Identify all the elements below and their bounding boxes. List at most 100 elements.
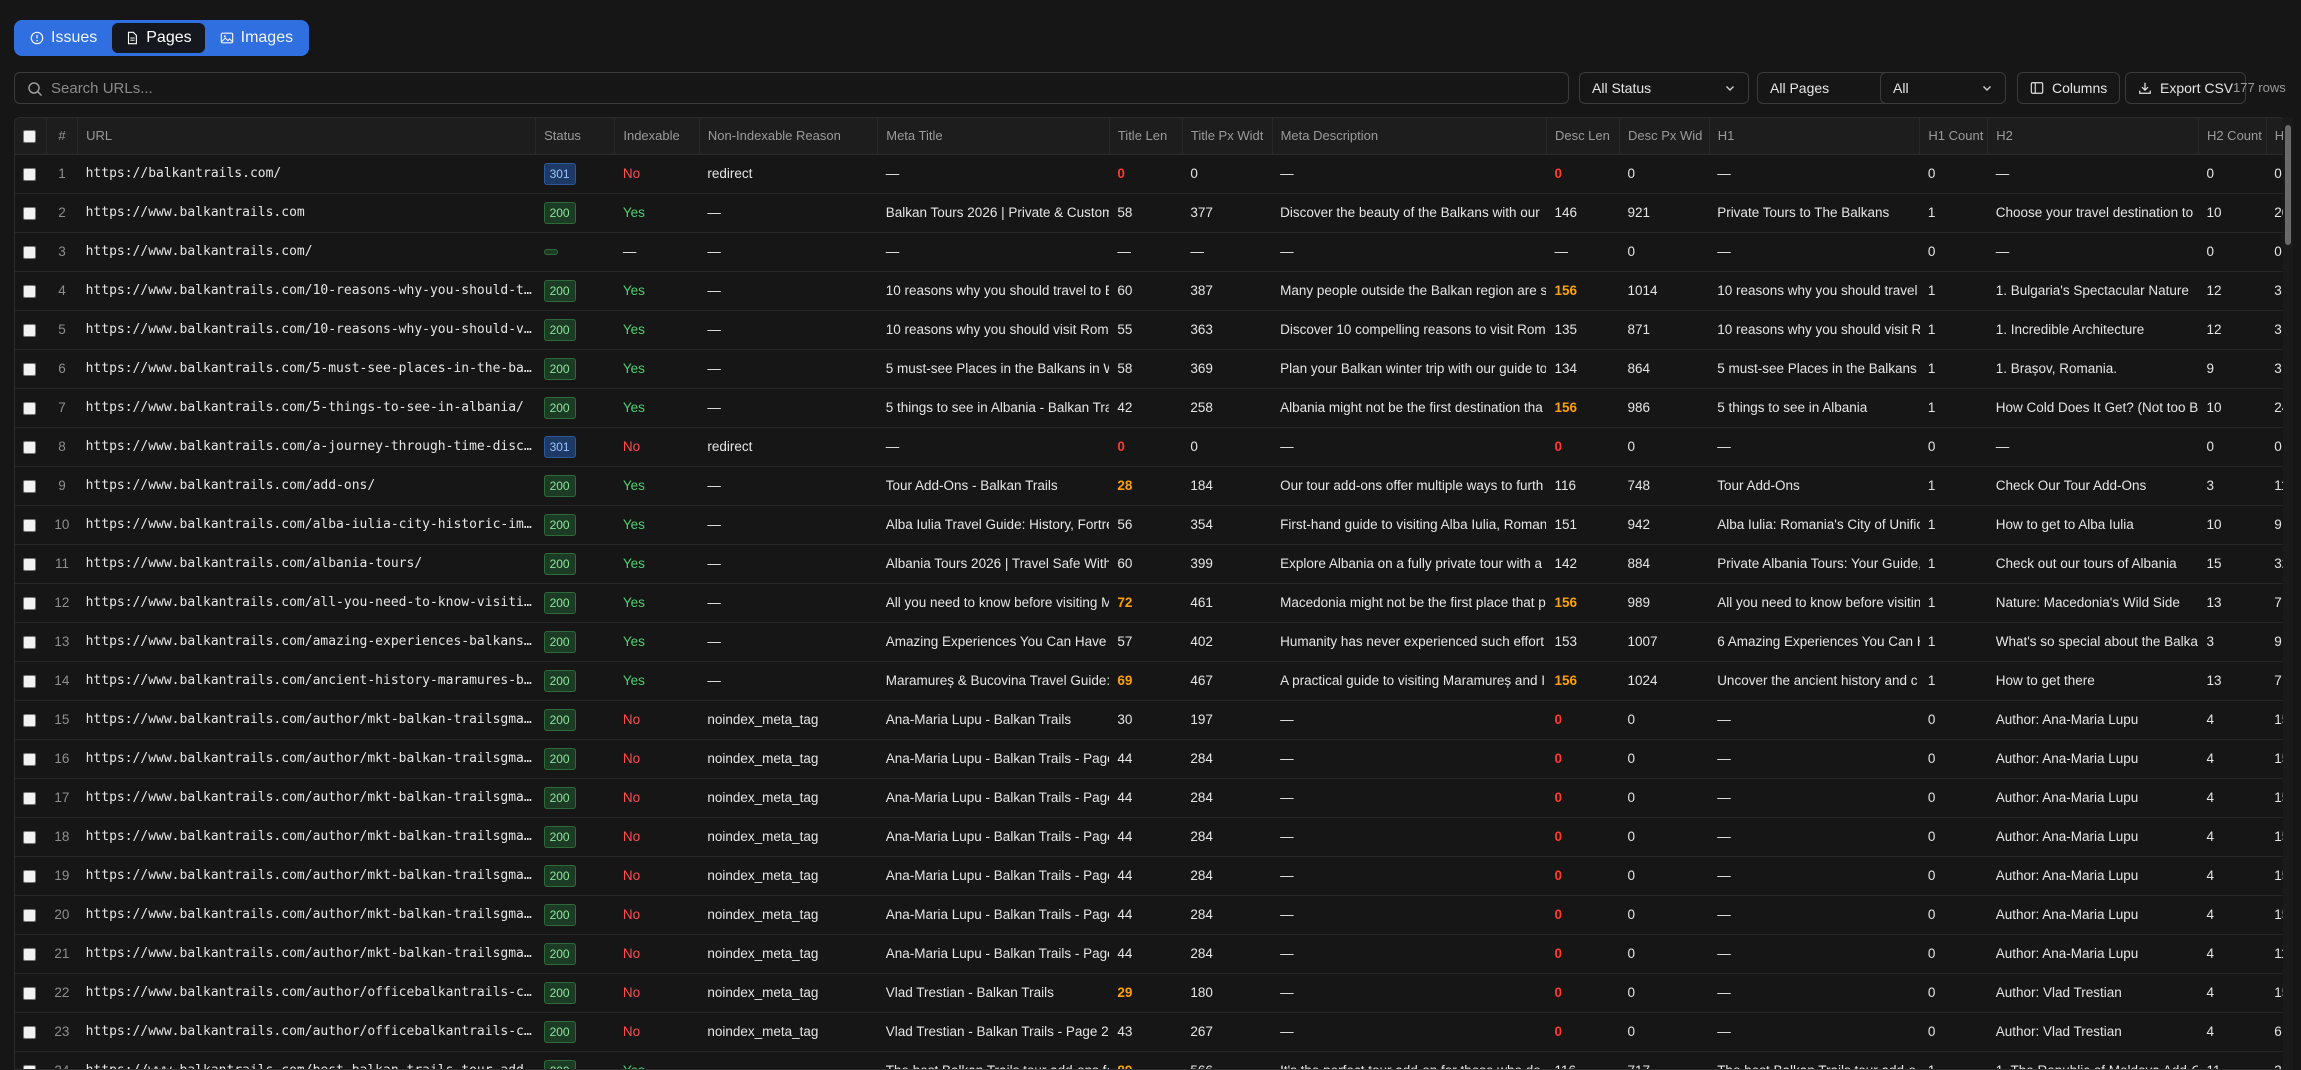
type-filter-select[interactable]: All	[1880, 72, 2006, 104]
url-cell[interactable]: https://www.balkantrails.com/a-journey-t…	[85, 439, 532, 454]
table-row[interactable]: 6 https://www.balkantrails.com/5-must-see…	[15, 349, 2284, 388]
url-cell[interactable]: https://www.balkantrails.com/author/mkt-…	[85, 868, 532, 883]
table-row[interactable]: 11 https://www.balkantrails.com/albania-t…	[15, 544, 2284, 583]
url-cell[interactable]: https://www.balkantrails.com/amazing-exp…	[85, 634, 532, 649]
url-cell[interactable]: https://www.balkantrails.com/10-reasons-…	[85, 322, 532, 337]
url-cell[interactable]: https://www.balkantrails.com/best-balkan…	[78, 1051, 536, 1069]
col-header-status[interactable]: Status	[535, 118, 616, 155]
table-row[interactable]: 19 https://www.balkantrails.com/author/mk…	[15, 856, 2284, 895]
url-cell[interactable]: https://www.balkantrails.com/5-things-to…	[85, 400, 524, 415]
table-row[interactable]: 23 https://www.balkantrails.com/author/of…	[15, 1012, 2284, 1051]
table-row[interactable]: 18 https://www.balkantrails.com/author/mk…	[15, 817, 2284, 856]
row-checkbox[interactable]	[23, 557, 36, 571]
table-row[interactable]: 9 https://www.balkantrails.com/add-ons/20…	[15, 466, 2284, 505]
col-header-url[interactable]: URL	[77, 118, 537, 155]
row-checkbox[interactable]	[23, 908, 36, 922]
col-header-h3-count[interactable]: H3 Count	[2266, 118, 2284, 155]
row-checkbox[interactable]	[23, 362, 36, 376]
select-all-checkbox[interactable]	[23, 130, 36, 144]
url-cell[interactable]: https://www.balkantrails.com/author/mkt-…	[85, 829, 532, 844]
table-row[interactable]: 21 https://www.balkantrails.com/author/mk…	[15, 934, 2284, 973]
col-header-indexable[interactable]: Indexable	[614, 118, 700, 155]
table-row[interactable]: 17 https://www.balkantrails.com/author/mk…	[15, 778, 2284, 817]
table-row[interactable]: 14 https://www.balkantrails.com/ancient-h…	[15, 661, 2284, 700]
table-row[interactable]: 4 https://www.balkantrails.com/10-reasons…	[15, 271, 2284, 310]
col-header-h1-count[interactable]: H1 Count	[1919, 118, 1989, 155]
row-checkbox[interactable]	[23, 635, 36, 649]
row-checkbox[interactable]	[23, 752, 36, 766]
url-cell[interactable]: https://www.balkantrails.com/5-must-see-…	[85, 361, 532, 376]
col-header-title-px[interactable]: Title Px Widt	[1182, 118, 1273, 155]
row-checkbox[interactable]	[23, 284, 36, 298]
col-header-title-len[interactable]: Title Len	[1109, 118, 1183, 155]
col-header-meta-desc[interactable]: Meta Description	[1272, 118, 1547, 155]
row-checkbox[interactable]	[23, 206, 36, 220]
row-checkbox[interactable]	[23, 245, 36, 259]
col-header-reason[interactable]: Non-Indexable Reason	[699, 118, 879, 155]
row-checkbox[interactable]	[23, 401, 36, 415]
row-checkbox[interactable]	[23, 713, 36, 727]
h1-count-cell: 0	[1927, 244, 1936, 259]
url-cell[interactable]: https://www.balkantrails.com/10-reasons-…	[85, 283, 532, 298]
row-checkbox[interactable]	[23, 830, 36, 844]
url-cell[interactable]: https://www.balkantrails.com/	[85, 244, 313, 259]
row-checkbox[interactable]	[23, 947, 36, 961]
url-cell[interactable]: https://balkantrails.com/	[85, 166, 282, 181]
table-row[interactable]: 1 https://balkantrails.com/301 No redirect —…	[15, 154, 2284, 193]
url-cell[interactable]: https://www.balkantrails.com/ancient-his…	[85, 673, 532, 688]
url-cell[interactable]: https://www.balkantrails.com/all-you-nee…	[85, 595, 532, 610]
row-checkbox[interactable]	[23, 1064, 36, 1069]
table-row[interactable]: 7 https://www.balkantrails.com/5-things-t…	[15, 388, 2284, 427]
search-input[interactable]	[51, 73, 1568, 103]
url-cell[interactable]: https://www.balkantrails.com/author/mkt-…	[85, 712, 532, 727]
row-checkbox[interactable]	[23, 440, 36, 454]
table-row[interactable]: 8 https://www.balkantrails.com/a-journey-…	[15, 427, 2284, 466]
table-row[interactable]: 5 https://www.balkantrails.com/10-reasons…	[15, 310, 2284, 349]
url-cell[interactable]: https://www.balkantrails.com/author/mkt-…	[85, 751, 532, 766]
tab-issues[interactable]: Issues	[17, 23, 110, 53]
row-checkbox[interactable]	[23, 518, 36, 532]
col-header-h2[interactable]: H2	[1987, 118, 2199, 155]
table-row[interactable]: 13 https://www.balkantrails.com/amazing-e…	[15, 622, 2284, 661]
url-cell[interactable]: https://www.balkantrails.com/author/mkt-…	[85, 946, 532, 961]
col-header-h2-count[interactable]: H2 Count	[2198, 118, 2267, 155]
table-row[interactable]: 10 https://www.balkantrails.com/alba-iuli…	[15, 505, 2284, 544]
col-header-h1[interactable]: H1	[1709, 118, 1921, 155]
url-cell[interactable]: https://www.balkantrails.com/albania-tou…	[85, 556, 423, 571]
row-checkbox[interactable]	[23, 479, 36, 493]
row-checkbox[interactable]	[23, 674, 36, 688]
tab-images[interactable]: Images	[207, 23, 306, 53]
row-checkbox[interactable]	[23, 167, 36, 181]
columns-button[interactable]: Columns	[2017, 72, 2121, 104]
url-cell[interactable]: https://www.balkantrails.com/author/mkt-…	[85, 790, 532, 805]
scrollbar-thumb[interactable]	[2285, 125, 2291, 245]
col-header-meta-title[interactable]: Meta Title	[877, 118, 1110, 155]
col-header-desc-px[interactable]: Desc Px Wid	[1619, 118, 1710, 155]
row-checkbox[interactable]	[23, 596, 36, 610]
table-row[interactable]: 22 https://www.balkantrails.com/author/of…	[15, 973, 2284, 1012]
row-checkbox[interactable]	[23, 869, 36, 883]
table-row[interactable]: 16 https://www.balkantrails.com/author/mk…	[15, 739, 2284, 778]
table-row[interactable]: 2 https://www.balkantrails.com 200 Yes — Balk…	[15, 193, 2284, 232]
table-row[interactable]: 12 https://www.balkantrails.com/all-you-n…	[15, 583, 2284, 622]
col-header-desc-len[interactable]: Desc Len	[1546, 118, 1620, 155]
table-row[interactable]: 24https://www.balkantrails.com/best-balk…	[15, 1051, 2284, 1069]
status-filter-select[interactable]: All Status	[1579, 72, 1749, 104]
url-cell[interactable]: https://www.balkantrails.com/add-ons/	[85, 478, 376, 493]
table-row[interactable]: 15 https://www.balkantrails.com/author/mk…	[15, 700, 2284, 739]
vertical-scrollbar[interactable]	[2283, 117, 2293, 1070]
row-checkbox[interactable]	[23, 791, 36, 805]
row-checkbox[interactable]	[23, 1025, 36, 1039]
url-cell[interactable]: https://www.balkantrails.com/alba-iulia-…	[85, 517, 532, 532]
url-cell[interactable]: https://www.balkantrails.com/author/offi…	[85, 985, 532, 1000]
export-csv-button[interactable]: Export CSV	[2125, 72, 2247, 104]
row-checkbox[interactable]	[23, 323, 36, 337]
col-header-index[interactable]: #	[46, 118, 79, 155]
tab-pages[interactable]: Pages	[112, 23, 205, 53]
url-cell[interactable]: https://www.balkantrails.com	[85, 205, 305, 220]
table-row[interactable]: 20 https://www.balkantrails.com/author/mk…	[15, 895, 2284, 934]
url-cell[interactable]: https://www.balkantrails.com/author/mkt-…	[85, 907, 532, 922]
table-row[interactable]: 3 https://www.balkantrails.com/ — — — — — — — 0 — 0…	[15, 232, 2284, 271]
row-checkbox[interactable]	[23, 986, 36, 1000]
url-cell[interactable]: https://www.balkantrails.com/author/offi…	[85, 1024, 532, 1039]
